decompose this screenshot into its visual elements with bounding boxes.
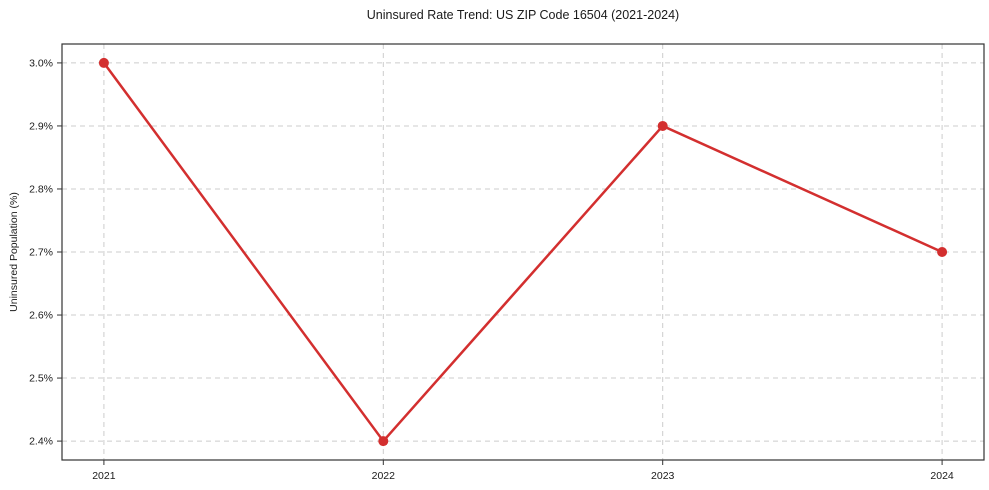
- data-point: [657, 120, 668, 131]
- data-point: [98, 57, 109, 68]
- data-point: [378, 436, 389, 447]
- x-tick-label: 2024: [930, 470, 954, 482]
- y-tick-label: 2.4%: [29, 436, 53, 448]
- y-tick-label: 2.7%: [29, 247, 53, 259]
- chart-title: Uninsured Rate Trend: US ZIP Code 16504 …: [366, 8, 680, 22]
- y-tick-label: 3.0%: [29, 57, 53, 69]
- y-tick-label: 2.8%: [29, 183, 53, 195]
- trend-line: [102, 61, 944, 443]
- y-tick-label: 2.9%: [29, 120, 53, 132]
- x-tick-label: 2023: [651, 470, 675, 482]
- y-tick-label: 2.6%: [29, 310, 53, 322]
- plot-frame: [61, 43, 985, 461]
- y-tick-label: 2.5%: [29, 373, 53, 385]
- data-point: [937, 247, 948, 257]
- x-tick-label: 2022: [372, 470, 396, 482]
- x-tick-label: 2021: [92, 470, 116, 482]
